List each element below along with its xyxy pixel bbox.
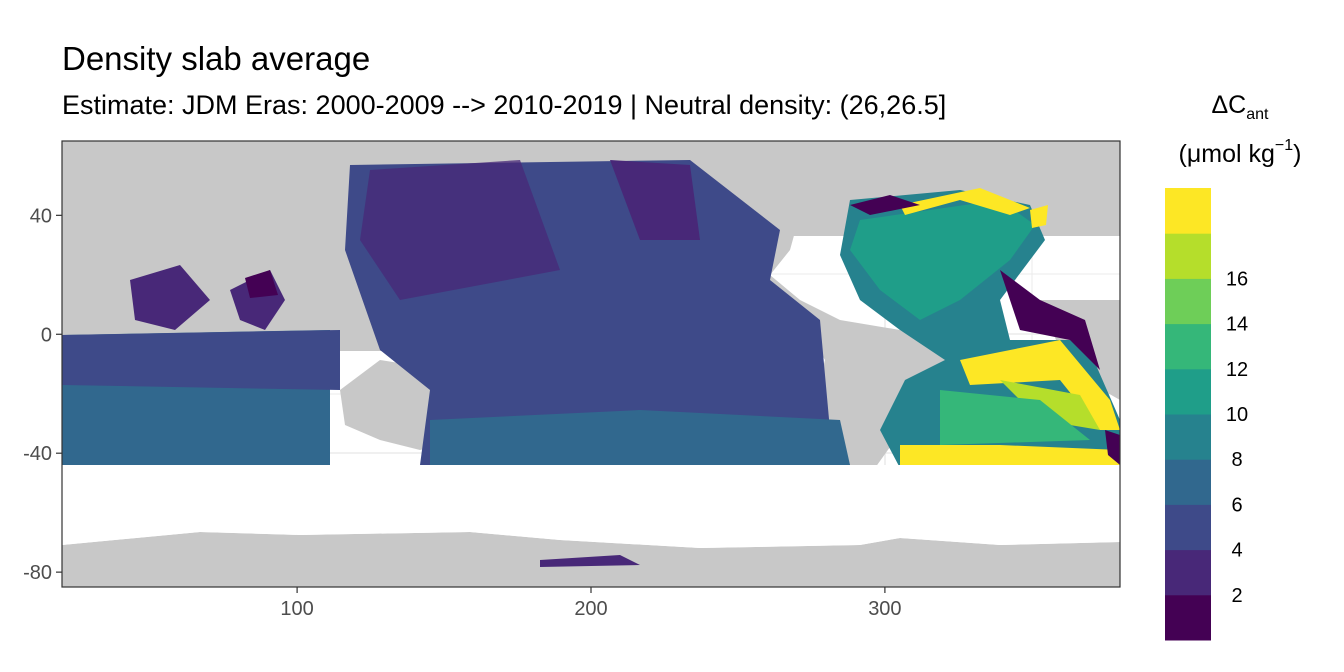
legend-label: 2 bbox=[1231, 585, 1242, 607]
legend-swatch bbox=[1165, 414, 1211, 460]
legend-title: ΔCant bbox=[1211, 91, 1269, 123]
legend: ΔCant (μmol kg−1) 16 14 12 10 8 6 4 2 bbox=[1165, 91, 1301, 641]
legend-label: 8 bbox=[1231, 449, 1242, 471]
x-tick-label: 100 bbox=[280, 598, 313, 620]
legend-label: 10 bbox=[1226, 404, 1248, 426]
x-axis: 100 200 300 bbox=[280, 587, 902, 620]
legend-swatch bbox=[1165, 459, 1211, 505]
legend-labels: 16 14 12 10 8 6 4 2 bbox=[1226, 268, 1248, 606]
x-tick-label: 200 bbox=[574, 598, 607, 620]
x-tick-label: 300 bbox=[868, 598, 901, 620]
legend-unit: (μmol kg−1) bbox=[1179, 137, 1302, 168]
legend-swatch bbox=[1165, 368, 1211, 415]
y-tick-label: 40 bbox=[30, 205, 52, 227]
ocean-data bbox=[62, 160, 1120, 468]
legend-label: 14 bbox=[1226, 314, 1248, 336]
y-tick-label: -40 bbox=[23, 443, 52, 465]
legend-swatch bbox=[1165, 188, 1211, 234]
no-data-region bbox=[62, 465, 1120, 548]
legend-swatch bbox=[1165, 233, 1211, 279]
legend-swatch bbox=[1165, 323, 1211, 370]
map-title: Density slab average bbox=[62, 40, 371, 77]
legend-colorbar bbox=[1165, 188, 1211, 641]
legend-label: 12 bbox=[1226, 359, 1248, 381]
y-axis: 40 0 -40 -80 bbox=[23, 205, 62, 584]
y-tick-label: 0 bbox=[41, 324, 52, 346]
legend-swatch bbox=[1165, 594, 1211, 641]
map-subtitle: Estimate: JDM Eras: 2000-2009 --> 2010-2… bbox=[62, 90, 947, 120]
legend-label: 4 bbox=[1231, 540, 1242, 562]
map-panel bbox=[61, 140, 1121, 588]
legend-swatch bbox=[1165, 278, 1211, 325]
y-tick-label: -80 bbox=[23, 562, 52, 584]
legend-swatch bbox=[1165, 504, 1211, 551]
legend-label: 16 bbox=[1226, 268, 1248, 290]
legend-swatch bbox=[1165, 549, 1211, 596]
legend-label: 6 bbox=[1231, 494, 1242, 516]
